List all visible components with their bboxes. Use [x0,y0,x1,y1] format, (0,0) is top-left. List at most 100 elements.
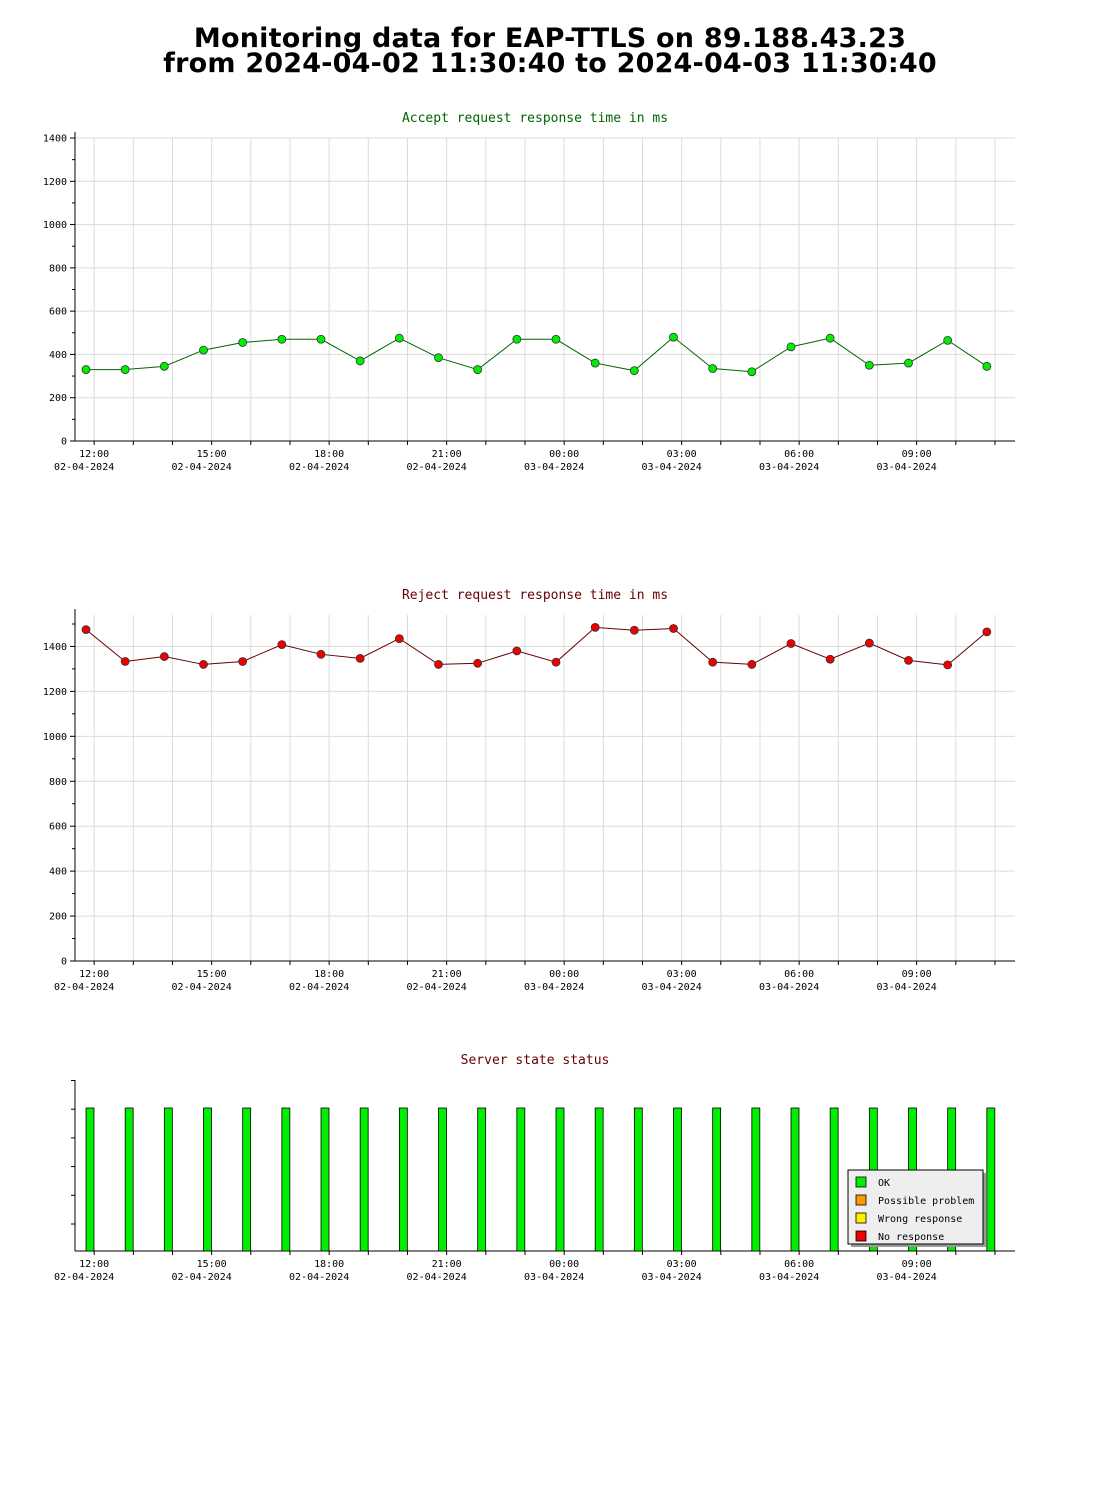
accept-response-time-chart: Accept request response time in ms 0 200 40… [43,111,1015,473]
data-point [825,333,835,343]
data-point [277,640,287,650]
y-tick-label: 600 [49,822,67,833]
status-bar [281,1107,291,1252]
x-tick-date-label: 03-04-2024 [642,1272,702,1283]
data-point [120,365,130,374]
legend-label: No response [878,1232,944,1243]
x-tick-time-label: 15:00 [197,449,227,460]
status-bar [85,1107,95,1252]
legend-label: Possible problem [878,1196,974,1207]
status-bar [203,1107,212,1252]
x-tick-date-label: 02-04-2024 [289,462,349,473]
data-point [238,338,248,347]
page-title-line2: from 2024-04-02 11:30:40 to 2024-04-03 1… [163,48,937,79]
x-tick-date-label: 02-04-2024 [407,462,467,473]
status-bar [516,1107,526,1252]
series-line [85,626,988,666]
y-tick-label: 1400 [43,642,67,653]
reject-response-time-chart: Reject request response time in ms 0 200 40… [43,588,1015,993]
data-point [864,638,874,648]
data-point [943,660,953,670]
data-point [81,365,91,374]
x-tick-date-label: 03-04-2024 [877,982,937,993]
x-tick-time-label: 00:00 [549,969,579,980]
y-tick-label: 1000 [43,732,67,743]
data-point [473,658,483,668]
status-bar [438,1107,447,1252]
x-tick-date-label: 03-04-2024 [524,982,584,993]
data-point [982,361,992,371]
y-tick-label: 200 [49,912,67,923]
legend-label: Wrong response [878,1214,962,1225]
data-point [81,625,91,635]
data-point [747,367,757,377]
x-tick-time-label: 21:00 [432,449,462,460]
y-tick-label: 1000 [43,220,67,231]
data-point [629,366,639,376]
data-point [904,358,913,368]
y-tick-label: 1200 [43,177,67,188]
x-tick-time-label: 00:00 [549,1259,579,1270]
data-point [590,622,600,632]
data-point [159,652,169,661]
x-tick-time-label: 09:00 [902,969,932,980]
x-tick-date-label: 03-04-2024 [759,1272,819,1283]
x-tick-time-label: 15:00 [197,1259,227,1270]
y-tick-label: 800 [49,263,67,274]
status-bar [163,1107,173,1252]
x-tick-time-label: 18:00 [314,1259,344,1270]
data-point [199,660,208,669]
data-point [316,649,326,659]
status-bar [633,1107,643,1252]
y-tick-label: 400 [49,350,67,361]
data-point [120,657,130,666]
data-point [747,660,757,669]
x-tick-date-label: 02-04-2024 [54,462,114,473]
x-tick-time-label: 06:00 [784,969,814,980]
data-point [669,624,678,633]
legend-box [847,1169,984,1245]
data-point [669,332,678,342]
data-point [473,365,483,374]
legend-swatch [855,1176,867,1188]
y-tick-label: 800 [49,777,67,788]
data-point [277,334,287,344]
status-bar [555,1107,565,1252]
status-bar [477,1107,487,1252]
data-point [943,335,953,345]
x-tick-date-label: 02-04-2024 [172,982,232,993]
x-tick-date-label: 03-04-2024 [642,982,702,993]
data-point [904,655,913,665]
x-tick-time-label: 18:00 [314,969,344,980]
x-tick-date-label: 03-04-2024 [759,462,819,473]
y-tick-label: 200 [49,393,67,404]
y-tick-label: 1200 [43,687,67,698]
y-tick-label: 0 [61,437,67,448]
legend-swatch [855,1212,867,1224]
data-point [199,345,208,355]
x-tick-time-label: 03:00 [667,969,697,980]
x-tick-date-label: 03-04-2024 [877,462,937,473]
status-bar [751,1107,761,1252]
status-bar [242,1107,252,1252]
data-point [825,654,835,664]
x-tick-time-label: 06:00 [784,1259,814,1270]
x-tick-time-label: 09:00 [902,449,932,460]
data-point [238,657,248,666]
x-tick-date-label: 03-04-2024 [759,982,819,993]
status-bar [790,1107,800,1252]
x-tick-time-label: 09:00 [902,1259,932,1270]
data-point [864,360,874,370]
x-tick-date-label: 02-04-2024 [54,982,114,993]
data-point [434,660,443,669]
data-point [355,653,365,663]
x-tick-date-label: 02-04-2024 [172,1272,232,1283]
chart-title: Accept request response time in ms [402,111,668,126]
x-tick-time-label: 12:00 [79,1259,109,1270]
x-tick-time-label: 15:00 [197,969,227,980]
data-point [590,358,600,368]
y-tick-label: 1400 [43,134,67,145]
data-point [512,334,522,344]
data-point [512,646,522,656]
x-tick-date-label: 02-04-2024 [172,462,232,473]
